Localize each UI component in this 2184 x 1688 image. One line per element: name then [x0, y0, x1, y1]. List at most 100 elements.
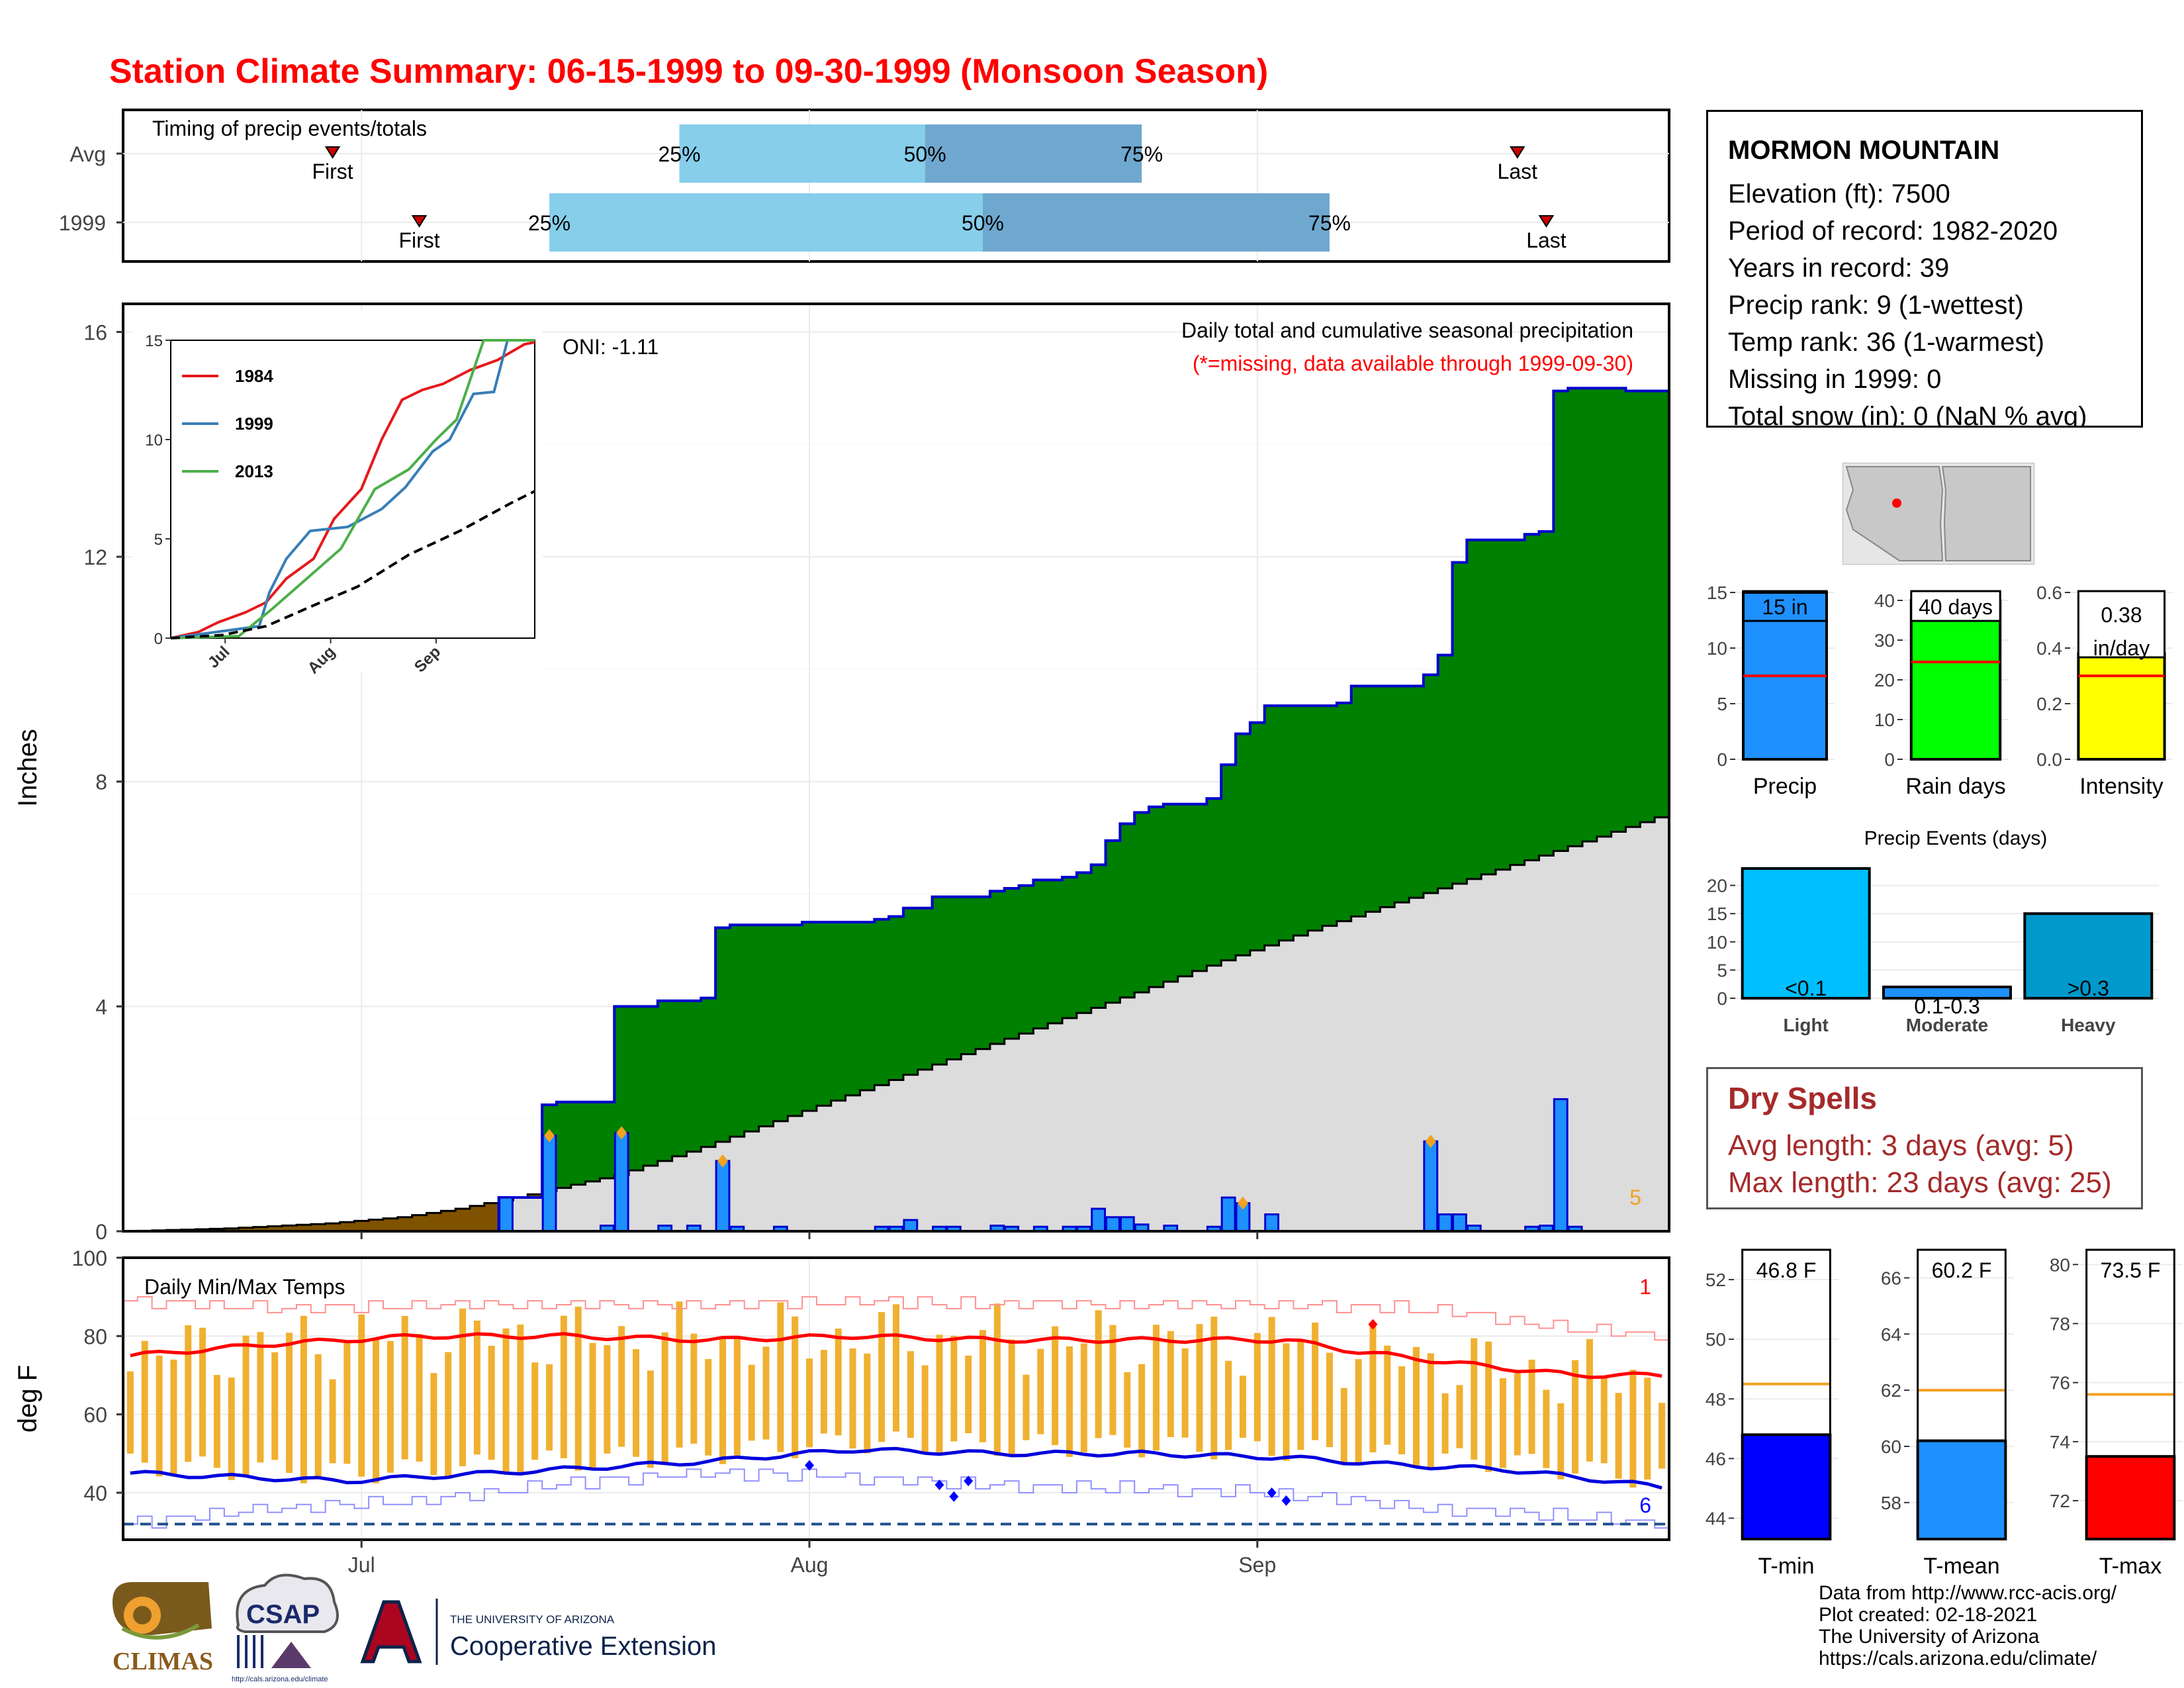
quartile-25-label: 25%	[658, 142, 700, 166]
daily-precip-bar	[1553, 1098, 1569, 1233]
precip-events-category-label: Heavy	[2061, 1015, 2116, 1035]
t-max-value-label: 73.5 F	[2101, 1258, 2161, 1282]
timing-first-marker	[324, 146, 341, 159]
precip-total-label-box	[1742, 590, 1828, 622]
daily-precip-bar	[715, 1160, 731, 1233]
record-marker	[1281, 1495, 1291, 1506]
t-min-value-label: 46.8 F	[1756, 1258, 1817, 1282]
precip-events-y-tick-label: 0	[1717, 988, 1727, 1009]
inset-series-line-avg	[170, 490, 535, 639]
climas-logo-text: CLIMAS	[113, 1648, 213, 1675]
quartile-75-label: 75%	[1308, 211, 1351, 235]
t-min-chart: 44 46 48 50 52 T-min 46.8 F	[1706, 1248, 1839, 1579]
station-period: Period of record: 1982-2020	[1728, 216, 2058, 246]
inset-y-tick-label: 5	[154, 531, 163, 549]
t-min-y-tick-label: 52	[1706, 1270, 1726, 1290]
timing-last-marker	[1538, 215, 1555, 228]
quartile-25-label: 25%	[528, 211, 570, 235]
precip-events-category-label: Moderate	[1906, 1015, 1988, 1035]
dry-spells-title: Dry Spells	[1728, 1081, 1877, 1115]
main-y-tick-label: 8	[95, 771, 107, 794]
avg-cumulative-area	[123, 817, 1669, 1231]
t-mean-value-label: 60.2 F	[1932, 1258, 1992, 1282]
timing-row-label: 1999	[59, 211, 106, 235]
precip-total-chart: 0 5 10 15 Precip 15 in	[1707, 583, 1835, 799]
quartile-bar-50-75	[925, 124, 1142, 183]
ua-logo-small-text: THE UNIVERSITY OF ARIZONA	[450, 1613, 615, 1626]
precip-events-y-tick-label: 20	[1707, 876, 1727, 896]
intensity-label-box	[2077, 590, 2166, 659]
daily-precip-bar	[1423, 1140, 1439, 1233]
t-max-y-tick-label: 78	[2050, 1313, 2070, 1334]
daily-precip-bar	[1119, 1216, 1135, 1233]
station-years: Years in record: 39	[1728, 254, 1950, 283]
temp-y-tick-label: 40	[83, 1481, 107, 1505]
station-info-box: MORMON MOUNTAIN Elevation (ft): 7500 Per…	[1706, 110, 2143, 428]
daily-precip-bar	[1105, 1216, 1120, 1233]
t-max-frame	[2085, 1248, 2175, 1540]
t-max-category-label: T-max	[2099, 1554, 2161, 1579]
daily-precip-bar	[541, 1135, 557, 1233]
t-min-frame	[1741, 1248, 1831, 1540]
credit-university: The University of Arizona	[1819, 1626, 2040, 1648]
map-arizona	[1845, 466, 1944, 561]
ranked-event-marker	[717, 1154, 729, 1168]
station-precip-rank: Precip rank: 9 (1-wettest)	[1728, 291, 2024, 320]
timing-first-label: First	[398, 228, 439, 252]
credits: Data from http://www.rcc-acis.org/ Plot …	[1819, 1582, 2116, 1669]
inset-legend-label: 2013	[235, 461, 273, 481]
rain-days-y-tick-label: 10	[1874, 710, 1895, 730]
rain-days-y-tick-label: 30	[1874, 630, 1895, 651]
temp-y-tick-label: 80	[83, 1325, 107, 1348]
inset-plot-frame	[170, 340, 535, 639]
t-mean-chart: 58 60 62 64 66 T-mean 60.2 F	[1881, 1248, 2014, 1579]
main-y-tick-label: 0	[95, 1220, 107, 1244]
precip-events-bar	[2023, 912, 2154, 1000]
main-corner-note: 5	[1629, 1186, 1641, 1209]
daily-precip-bar	[498, 1196, 514, 1233]
ranked-event-marker	[1425, 1135, 1436, 1149]
csap-logo-text: CSAP	[246, 1600, 320, 1629]
precip-total-y-tick-label: 0	[1717, 749, 1727, 770]
logos: CLIMAS CSAP http://cals.arizona.edu/clim…	[113, 1573, 716, 1683]
main-chart-subtitle: (*=missing, data available through 1999-…	[1193, 352, 1633, 375]
station-elevation: Elevation (ft): 7500	[1728, 179, 1950, 209]
t-min-category-label: T-min	[1758, 1554, 1815, 1579]
rain-days-chart: 0 10 20 30 40 Rain days 40 days	[1874, 590, 2009, 799]
record-marker	[934, 1479, 944, 1491]
station-temp-rank: Temp rank: 36 (1-warmest)	[1728, 328, 2044, 357]
timing-last-label: Last	[1498, 160, 1538, 183]
record-marker	[949, 1491, 959, 1502]
intensity-value-label: 0.38	[2101, 603, 2142, 627]
t-min-y-tick-label: 48	[1706, 1389, 1726, 1409]
inset-series-line-1984	[170, 341, 535, 639]
precip-events-bar-label: >0.3	[2068, 976, 2109, 1000]
quartile-bar-50-75	[982, 193, 1330, 252]
precip-events-category-label: Light	[1783, 1015, 1828, 1035]
t-max-bar	[2085, 1455, 2176, 1540]
t-mean-bar	[1916, 1439, 2007, 1541]
dry-spells-avg: Avg length: 3 days (avg: 5)	[1728, 1129, 2074, 1162]
intensity-y-tick-label: 0.4	[2036, 638, 2062, 659]
timing-first-label: First	[312, 160, 353, 183]
temperature-panel: 40 60 80 100 Daily Min/Max Temps 1 6 deg F	[13, 1246, 1670, 1548]
intensity-y-tick-label: 0.6	[2036, 583, 2062, 603]
daily-precip-bar	[1437, 1213, 1453, 1233]
rain-days-value-label: 40 days	[1919, 595, 1993, 619]
quartile-bar-25-50	[679, 124, 925, 183]
inset-series-line-1999	[170, 339, 535, 639]
climas-logo: CLIMAS	[113, 1582, 213, 1675]
ranked-event-marker	[544, 1129, 555, 1143]
csap-logo: CSAP http://cals.arizona.edu/climate	[232, 1573, 339, 1683]
daily-precip-bar	[1091, 1207, 1107, 1233]
credit-data-source: Data from http://www.rcc-acis.org/	[1819, 1582, 2117, 1604]
precip-events-bar-label: 0.1-0.3	[1914, 994, 1980, 1018]
ua-logo-big-text: Cooperative Extension	[450, 1632, 716, 1661]
inset-y-tick-label: 15	[145, 332, 163, 350]
rain-days-y-tick-label: 20	[1874, 670, 1895, 690]
precip-events-bar	[1741, 867, 1871, 1000]
precip-events-chart: Precip Events (days) 0 5 10 15 20 <0.1 Light 0.1…	[1707, 827, 2159, 1035]
t-mean-y-tick-label: 60	[1881, 1436, 1901, 1457]
record-marker	[805, 1460, 815, 1471]
